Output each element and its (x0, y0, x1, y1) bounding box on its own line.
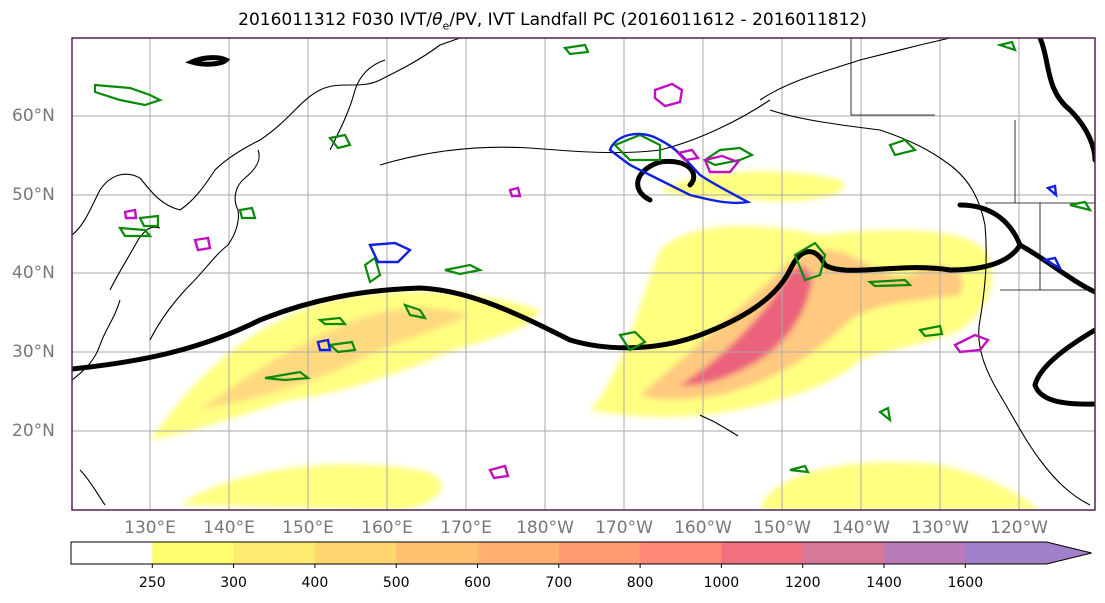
pv-magenta-contours (123, 82, 990, 480)
colorbar-label-1600: 1600 (947, 575, 984, 591)
ivt-south-east (760, 462, 1040, 510)
lon-label-180w: 180°W (516, 518, 574, 538)
ivt-shading (150, 171, 1040, 510)
colorbar-label-1000: 1000 (703, 575, 740, 591)
coast-gulf-alaska (769, 109, 986, 226)
lon-label-120w: 120°W (990, 518, 1048, 538)
lon-label-160w: 160°W (674, 518, 732, 538)
lat-label-20: 20°N (12, 421, 55, 441)
colorbar-segment-below (71, 542, 153, 564)
lon-label-170e: 170°E (440, 518, 492, 538)
lon-label-150w: 150°W (753, 518, 811, 538)
colorbar-segment-8 (802, 542, 885, 564)
pv-blue-contours (316, 132, 1063, 352)
map-frame (71, 37, 1096, 511)
colorbar-segment-2 (314, 542, 397, 564)
theta-e-main (72, 202, 1023, 372)
lon-label-130e: 130°E (124, 518, 176, 538)
pv-green-contours (93, 40, 1093, 474)
coast-philippines (79, 469, 106, 506)
lon-label-130w: 130°W (911, 518, 969, 538)
lat-label-30: 30°N (12, 342, 55, 362)
colorbar-segment-3 (396, 542, 478, 564)
title-subscript: e (442, 19, 450, 33)
lon-label-150e: 150°E (282, 518, 334, 538)
coast-aleutians (379, 99, 771, 166)
title-theta: θ (432, 10, 443, 30)
colorbar-outline (70, 541, 1092, 565)
coast-hawaii (699, 414, 739, 437)
colorbar-segment-6 (640, 542, 722, 564)
lon-label-160e: 160°E (361, 518, 413, 538)
colorbar-label-800: 800 (626, 575, 654, 591)
lon-label-140e: 140°E (203, 518, 255, 538)
theta-e-contours (72, 38, 1095, 407)
boundaries (850, 38, 1095, 291)
colorbar-segment-7 (721, 542, 804, 564)
graticule (72, 38, 1095, 510)
colorbar-label-1400: 1400 (866, 575, 902, 591)
colorbar-segment-1 (233, 542, 316, 564)
coast-japan (149, 149, 260, 341)
colorbar-segment-0 (152, 542, 235, 564)
colorbar-label-300: 300 (220, 575, 247, 591)
colorbar-label-600: 600 (464, 575, 491, 591)
theta-e-ne (1037, 38, 1095, 163)
lon-label-170w: 170°W (595, 518, 653, 538)
colorbar-label-500: 500 (382, 575, 410, 591)
lat-label-60: 60°N (12, 106, 55, 126)
coast-kamchatka (329, 59, 386, 151)
coast-china (72, 299, 121, 381)
ivt-core (680, 266, 812, 386)
theta-e-se (1032, 327, 1095, 407)
colorbar (70, 541, 1092, 568)
theta-e-east (1017, 242, 1095, 295)
colorbar-segment-4 (477, 542, 560, 564)
colorbar-label-700: 700 (545, 575, 573, 591)
theta-e-small (185, 55, 231, 67)
coast-asia (72, 38, 461, 236)
lat-label-40: 40°N (12, 263, 55, 283)
coastlines (72, 38, 1091, 506)
theta-e-north-loop (635, 158, 697, 203)
coast-na-west (978, 224, 1091, 506)
map-title: 2016011312 F030 IVT/θe/PV, IVT Landfall … (0, 10, 1105, 32)
title-suffix: /PV, IVT Landfall PC (2016011612 - 20160… (449, 10, 867, 30)
lat-label-50: 50°N (12, 185, 55, 205)
colorbar-segment-9 (884, 542, 966, 564)
colorbar-label-1200: 1200 (784, 575, 821, 591)
colorbar-segment-10 (965, 542, 1092, 564)
ivt-band-west-inner (200, 307, 470, 410)
colorbar-label-400: 400 (301, 575, 329, 591)
coast-korea (109, 226, 161, 291)
coast-alaska (759, 38, 951, 101)
title-prefix: 2016011312 F030 IVT/ (238, 10, 433, 30)
lon-label-140w: 140°W (832, 518, 890, 538)
colorbar-segment-5 (558, 542, 641, 564)
ivt-south-west (180, 464, 442, 510)
colorbar-label-250: 250 (138, 575, 166, 591)
